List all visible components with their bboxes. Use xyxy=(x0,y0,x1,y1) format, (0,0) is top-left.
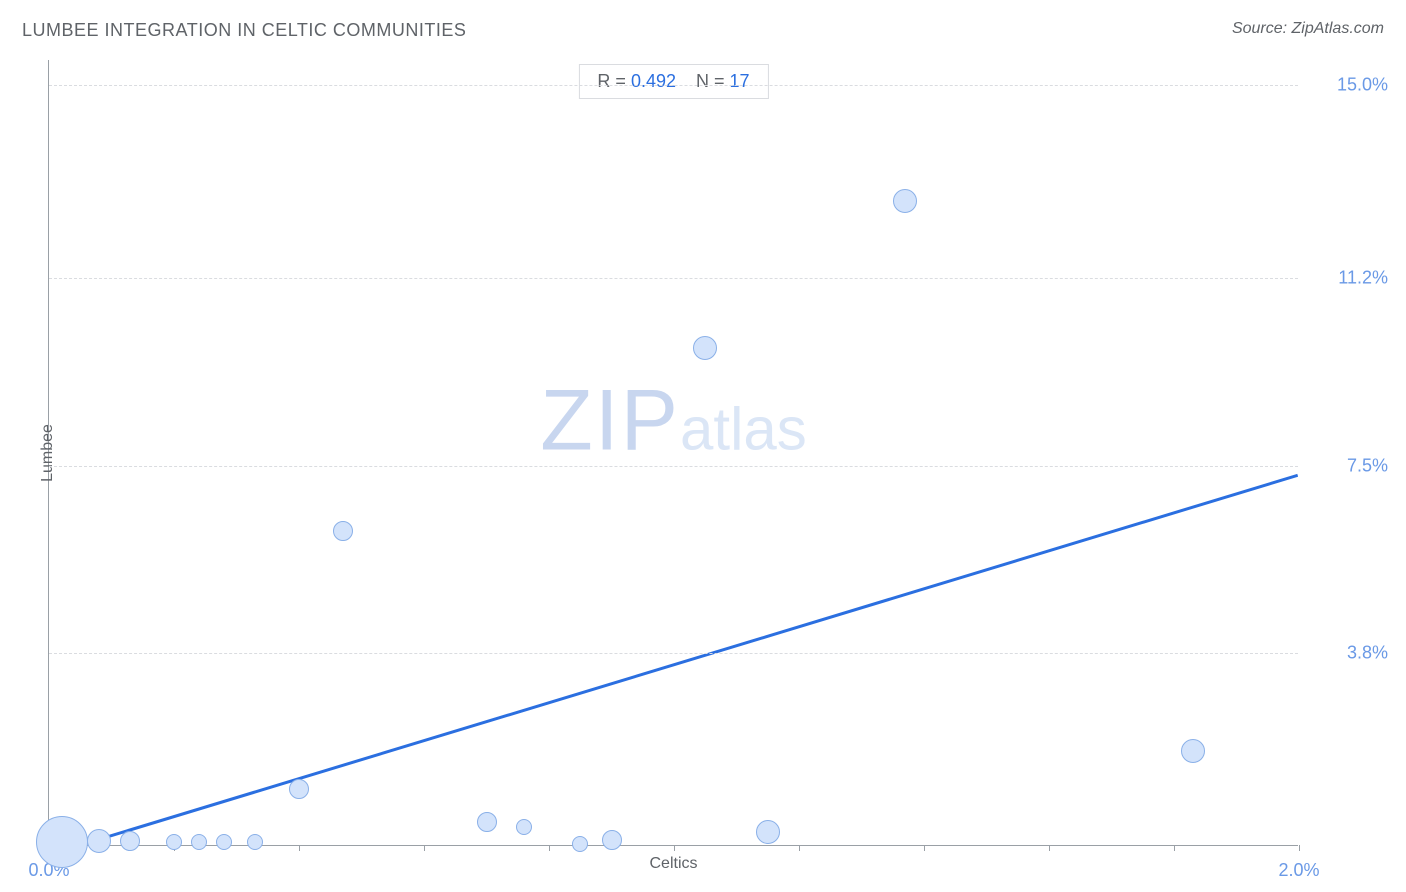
watermark-small: atlas xyxy=(680,396,807,463)
r-value: 0.492 xyxy=(631,71,676,91)
x-tick xyxy=(299,845,300,851)
data-point xyxy=(120,831,140,851)
y-tick-label: 3.8% xyxy=(1308,643,1388,664)
data-point xyxy=(602,830,622,850)
y-tick-label: 7.5% xyxy=(1308,455,1388,476)
watermark-big: ZIP xyxy=(540,373,680,469)
y-axis-title: Lumbee xyxy=(39,424,57,482)
watermark: ZIPatlas xyxy=(540,372,807,471)
gridline-h xyxy=(49,278,1298,279)
x-tick xyxy=(1174,845,1175,851)
n-label: N = xyxy=(696,71,725,91)
r-label: R = xyxy=(597,71,626,91)
n-value: 17 xyxy=(730,71,750,91)
data-point xyxy=(36,816,88,868)
data-point xyxy=(572,836,588,852)
data-point xyxy=(693,336,717,360)
data-point xyxy=(516,819,532,835)
chart-header: LUMBEE INTEGRATION IN CELTIC COMMUNITIES… xyxy=(22,20,1384,50)
data-point xyxy=(756,820,780,844)
scatter-plot-area: ZIPatlas R = 0.492 N = 17 Lumbee Celtics… xyxy=(48,60,1298,846)
gridline-h xyxy=(49,466,1298,467)
gridline-h xyxy=(49,85,1298,86)
gridline-h xyxy=(49,653,1298,654)
x-tick xyxy=(674,845,675,851)
x-tick xyxy=(924,845,925,851)
data-point xyxy=(477,812,497,832)
data-point xyxy=(166,834,182,850)
x-tick xyxy=(549,845,550,851)
data-point xyxy=(247,834,263,850)
data-point xyxy=(289,779,309,799)
data-point xyxy=(1181,739,1205,763)
data-point xyxy=(216,834,232,850)
data-point xyxy=(893,189,917,213)
x-tick xyxy=(1299,845,1300,851)
x-tick xyxy=(1049,845,1050,851)
x-axis-title: Celtics xyxy=(649,855,697,873)
source-attribution: Source: ZipAtlas.com xyxy=(1232,20,1384,38)
stats-box: R = 0.492 N = 17 xyxy=(578,64,768,99)
chart-title: LUMBEE INTEGRATION IN CELTIC COMMUNITIES xyxy=(22,20,466,40)
data-point xyxy=(87,829,111,853)
x-tick xyxy=(799,845,800,851)
data-point xyxy=(333,521,353,541)
x-tick xyxy=(424,845,425,851)
y-tick-label: 15.0% xyxy=(1308,75,1388,96)
x-tick-label: 2.0% xyxy=(1278,860,1319,881)
y-tick-label: 11.2% xyxy=(1308,268,1388,289)
data-point xyxy=(191,834,207,850)
trend-line xyxy=(49,60,1298,845)
